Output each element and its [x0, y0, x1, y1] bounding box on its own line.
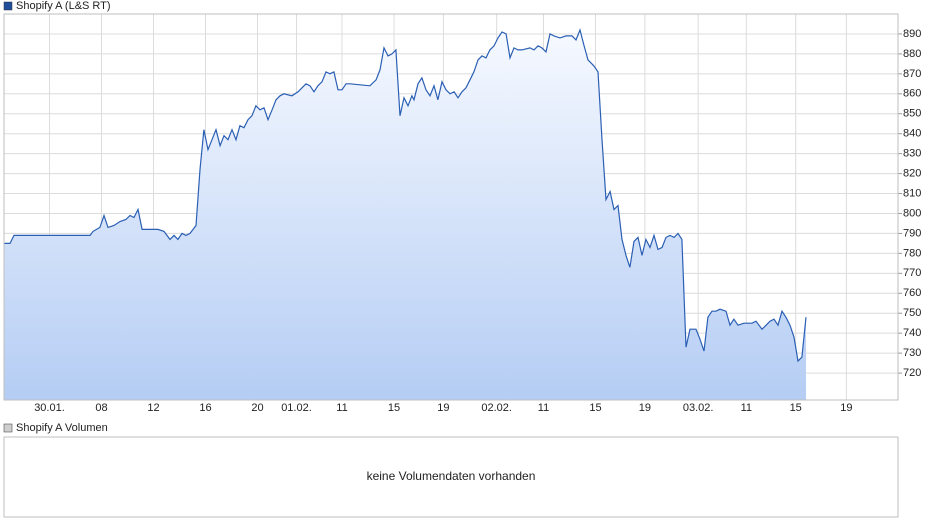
y-tick-label: 840 [903, 128, 921, 140]
y-tick-label: 740 [903, 327, 921, 339]
x-tick-label: 19 [437, 402, 449, 414]
y-tick-label: 880 [903, 48, 921, 60]
y-tick-label: 790 [903, 227, 921, 239]
y-tick-label: 730 [903, 347, 921, 359]
y-tick-label: 780 [903, 247, 921, 259]
x-tick-label: 30.01. [34, 402, 65, 414]
legend-label: Shopify A (L&S RT) [16, 0, 111, 12]
y-tick-label: 830 [903, 148, 921, 160]
x-tick-label: 11 [336, 402, 347, 414]
y-tick-label: 770 [903, 267, 921, 279]
x-tick-label: 16 [199, 402, 211, 414]
line [4, 28, 807, 363]
x-tick-label: 20 [251, 402, 263, 414]
y-tick-label: 850 [903, 108, 921, 120]
x-tick-label: 19 [840, 402, 852, 414]
y-tick-label: 720 [903, 367, 921, 379]
x-tick-label: 01.02. [281, 402, 312, 414]
y-tick-label: 870 [903, 68, 921, 80]
x-tick-label: 11 [538, 402, 549, 414]
volume-title: Shopify A Volumen [16, 422, 108, 434]
legend-swatch [3, 1, 13, 11]
y-tick-label: 820 [903, 167, 921, 179]
x-tick-label: 15 [388, 402, 400, 414]
volume-swatch [3, 423, 13, 433]
x-tick-label: 11 [741, 402, 752, 414]
volume-message: keine Volumendaten vorhanden [367, 469, 536, 483]
y-tick-label: 760 [903, 287, 921, 299]
x-tick-label: 12 [147, 402, 159, 414]
x-tick-label: 15 [790, 402, 802, 414]
plot [4, 28, 807, 400]
x-tick-label: 19 [639, 402, 651, 414]
x-tick-label: 15 [589, 402, 601, 414]
y-tick-label: 890 [903, 28, 921, 40]
y-tick-label: 800 [903, 207, 921, 219]
y-tick-label: 810 [903, 187, 921, 199]
area [4, 30, 806, 400]
y-tick-label: 750 [903, 307, 921, 319]
x-tick-label: 03.02. [683, 402, 714, 414]
x-tick-label: 08 [95, 402, 107, 414]
y-tick-label: 860 [903, 88, 921, 100]
plot-border [3, 13, 899, 401]
x-tick-label: 02.02. [481, 402, 512, 414]
volume-panel [3, 436, 899, 518]
